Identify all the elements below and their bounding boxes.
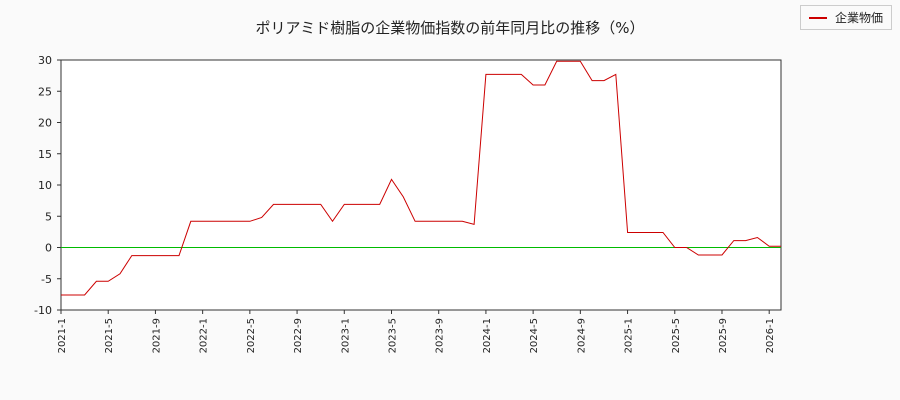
x-tick-label: 2022-1 [199,318,210,353]
x-tick-label: 2023-5 [387,318,398,353]
axes [57,59,782,314]
x-tick-labels: 2021-1 2021-5 2021-9 2022-1 2022-5 2022-9 2023… [57,318,776,353]
series-lines [61,60,781,296]
x-tick-label: 2021-9 [151,318,162,353]
x-tick-label: 2024-5 [529,318,540,353]
y-tick-label: -5 [41,273,52,286]
y-tick-label: 0 [45,242,52,255]
y-tick-label: 10 [38,179,52,192]
x-tick-label: 2025-5 [671,318,682,353]
legend-swatch [808,16,827,19]
x-tick-label: 2024-1 [482,318,493,353]
y-tick-labels: -10 -5 0 5 10 15 20 25 30 [34,54,52,317]
chart-title: ポリアミド樹脂の企業物価指数の前年同月比の推移（%） [256,19,645,37]
x-tick-label: 2023-1 [340,318,351,353]
y-tick-label: 5 [45,210,52,223]
plot-frame [60,59,782,311]
x-tick-label: 2026-1 [765,318,776,353]
plot-area [61,60,781,310]
x-tick-label: 2024-9 [576,318,587,353]
y-tick-label: -10 [34,304,52,317]
legend-label: 企業物価 [834,11,883,25]
x-tick-label: 2025-1 [624,318,635,353]
x-tick-label: 2022-9 [293,318,304,353]
y-tick-label: 15 [38,148,52,161]
y-tick-label: 25 [38,85,52,98]
legend: 企業物価 [799,5,892,30]
x-tick-label: 2025-9 [718,318,729,353]
x-tick-label: 2023-9 [435,318,446,353]
y-tick-label: 30 [38,54,52,67]
series-line [61,60,781,296]
x-tick-label: 2021-5 [104,318,115,353]
x-tick-label: 2022-5 [246,318,257,353]
x-tick-label: 2021-1 [57,318,68,353]
y-tick-label: 20 [38,117,52,130]
